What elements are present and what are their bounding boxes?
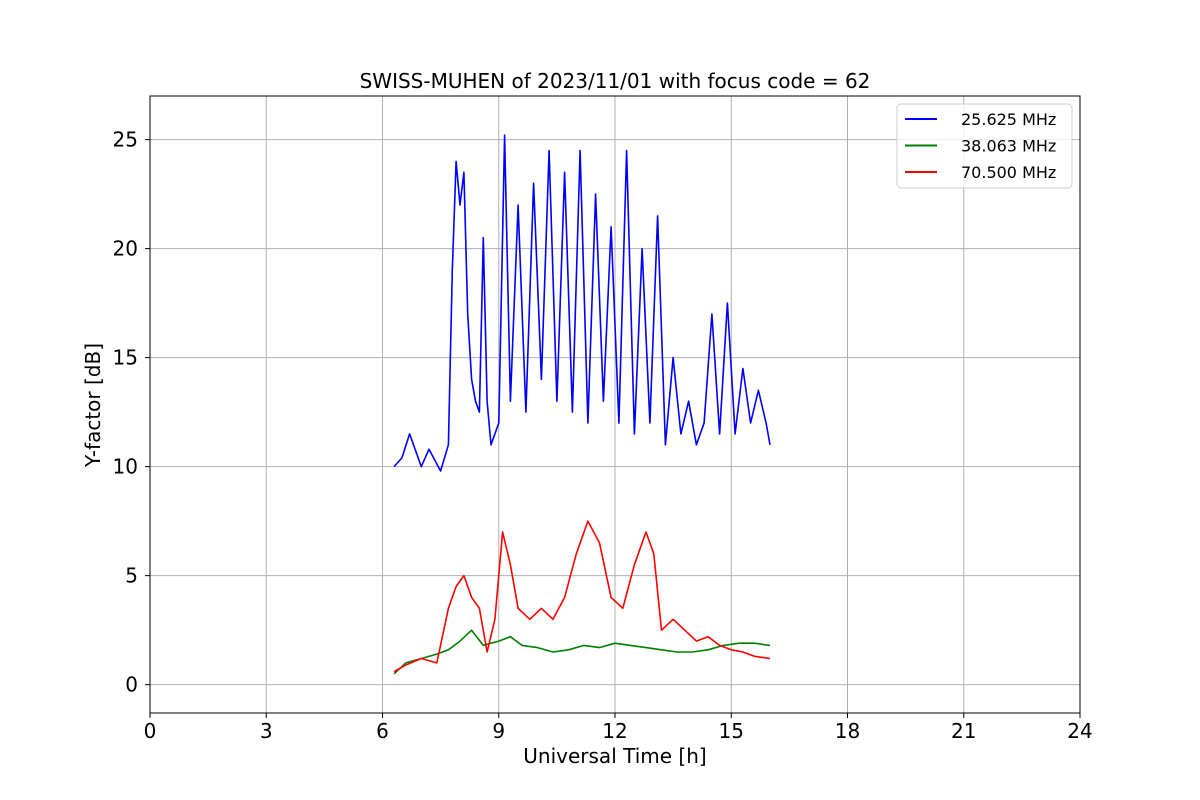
x-tick-label: 9 [492, 719, 505, 743]
y-tick-label: 15 [113, 346, 138, 370]
series-layer [393, 134, 771, 675]
y-tick-label: 20 [113, 237, 138, 261]
chart-title: SWISS-MUHEN of 2023/11/01 with focus cod… [360, 69, 871, 93]
x-tick-label: 12 [602, 719, 627, 743]
series-line-1 [393, 134, 771, 472]
y-tick-label: 5 [125, 564, 138, 588]
series-line-2 [393, 629, 771, 675]
y-tick-label: 0 [125, 673, 138, 697]
x-tick-label: 0 [144, 719, 157, 743]
legend: 25.625 MHz 38.063 MHz 70.500 MHz [896, 103, 1073, 189]
legend-box [896, 103, 1073, 189]
y-axis-label: Y-factor [dB] [81, 343, 105, 468]
x-tick-label: 18 [835, 719, 860, 743]
legend-label: 38.063 MHz [961, 137, 1056, 156]
grid-lines [149, 96, 1081, 713]
y-tick-label: 10 [113, 455, 138, 479]
legend-label: 25.625 MHz [961, 110, 1056, 129]
x-tick-label: 24 [1067, 719, 1092, 743]
x-tick-label: 15 [719, 719, 744, 743]
legend-label: 70.500 MHz [961, 163, 1056, 182]
x-axis-label: Universal Time [h] [523, 744, 706, 768]
series-line-3 [393, 520, 771, 673]
axis-ticks: 0 3 6 9 12 15 18 21 24 0 5 10 15 20 25 [113, 128, 1093, 743]
x-tick-label: 6 [376, 719, 389, 743]
y-tick-label: 25 [113, 128, 138, 152]
x-tick-label: 3 [260, 719, 273, 743]
x-tick-label: 21 [951, 719, 976, 743]
